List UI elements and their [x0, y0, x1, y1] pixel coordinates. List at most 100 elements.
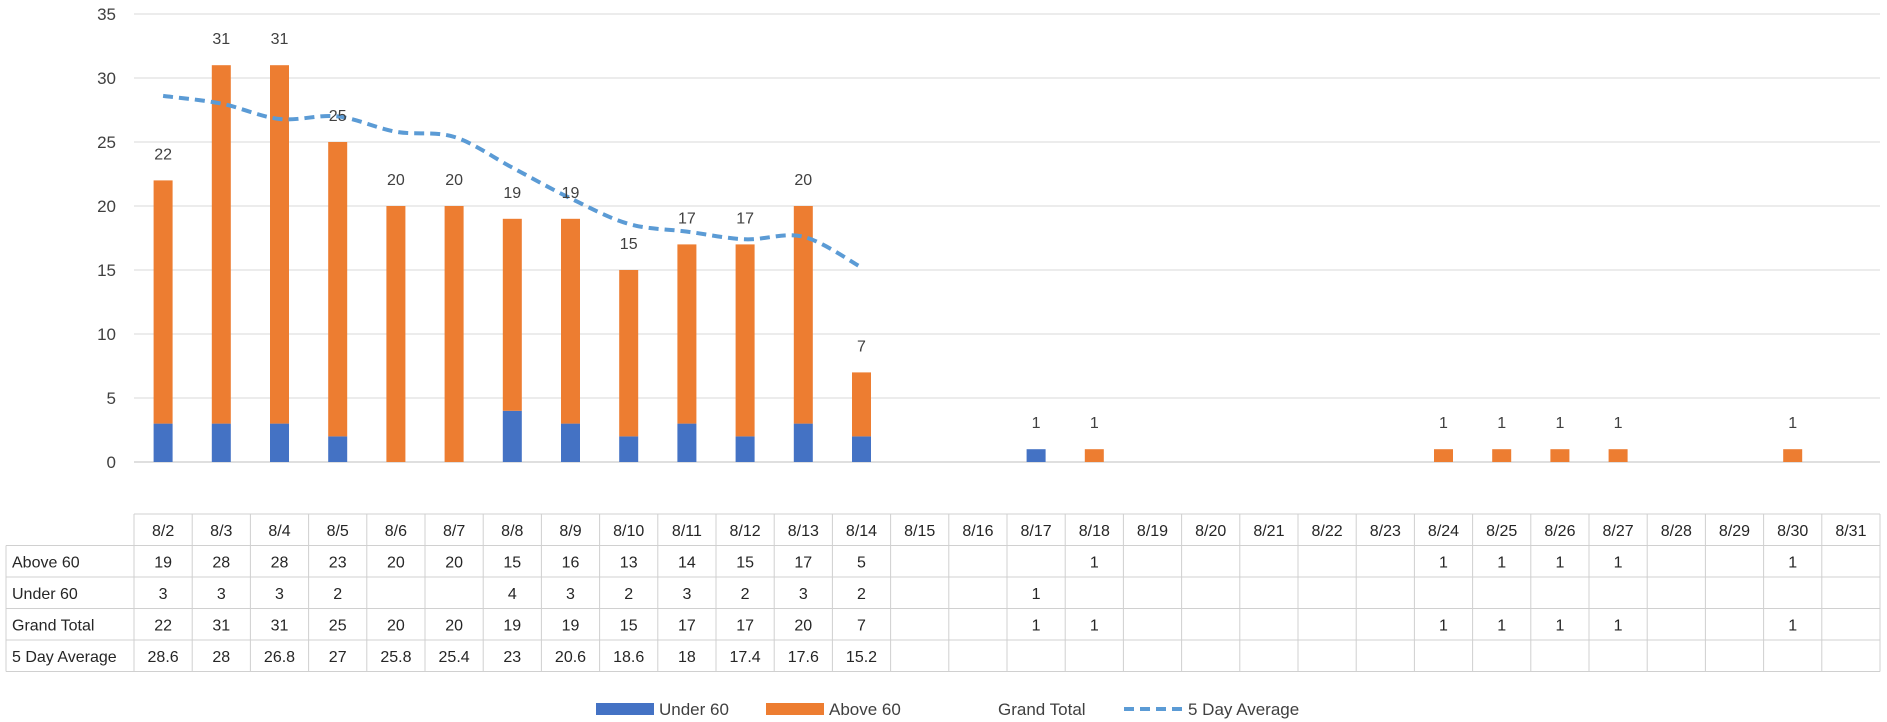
data-label-grand-total: 19 — [562, 185, 580, 202]
table-cell: 1 — [1439, 617, 1448, 634]
y-tick-label: 30 — [97, 69, 116, 88]
legend-label: Under 60 — [659, 700, 729, 719]
x-category-label: 8/12 — [730, 523, 761, 540]
legend-label: 5 Day Average — [1188, 700, 1299, 719]
table-cell: 13 — [620, 554, 638, 571]
table-cell: 15 — [503, 554, 521, 571]
bar-above-60 — [386, 206, 406, 462]
table-cell: 23 — [329, 554, 347, 571]
bar-above-60 — [619, 270, 639, 437]
x-category-label: 8/14 — [846, 523, 877, 540]
data-label-grand-total: 31 — [271, 31, 289, 48]
table-cell: 19 — [562, 617, 580, 634]
table-cell: 18.6 — [613, 649, 644, 666]
table-cell: 20.6 — [555, 649, 586, 666]
x-category-label: 8/20 — [1195, 523, 1226, 540]
bar-above-60 — [153, 180, 173, 424]
x-category-label: 8/8 — [501, 523, 523, 540]
bar-above-60 — [1608, 449, 1628, 462]
table-cell: 1 — [1090, 617, 1099, 634]
line-5-day-average — [162, 93, 863, 270]
x-category-label: 8/22 — [1312, 523, 1343, 540]
x-category-label: 8/3 — [210, 523, 232, 540]
table-cell: 17.4 — [730, 649, 761, 666]
data-label-grand-total: 19 — [503, 185, 521, 202]
table-cell: 3 — [682, 586, 691, 603]
table-cell: 3 — [275, 586, 284, 603]
bar-under-60 — [270, 423, 289, 462]
data-label-grand-total: 20 — [794, 172, 812, 189]
x-category-label: 8/19 — [1137, 523, 1168, 540]
x-category-label: 8/31 — [1835, 523, 1866, 540]
data-label-grand-total: 15 — [620, 236, 638, 253]
table-cell: 3 — [217, 586, 226, 603]
data-label-grand-total: 1 — [1032, 415, 1041, 432]
average-line — [162, 93, 863, 270]
x-category-label: 8/30 — [1777, 523, 1808, 540]
y-tick-label: 20 — [97, 197, 116, 216]
bar-under-60 — [153, 423, 173, 462]
table-cell: 1 — [1497, 554, 1506, 571]
x-category-label: 8/2 — [152, 523, 174, 540]
x-category-label: 8/17 — [1021, 523, 1052, 540]
x-category-label: 8/28 — [1661, 523, 1692, 540]
bar-above-60 — [561, 218, 580, 424]
legend-swatch-above-60 — [766, 703, 824, 715]
x-category-label: 8/23 — [1370, 523, 1401, 540]
x-category-label: 8/6 — [385, 523, 407, 540]
table-cell: 1 — [1614, 617, 1623, 634]
table-cell: 1 — [1439, 554, 1448, 571]
table-cell: 28 — [271, 554, 289, 571]
x-category-label: 8/16 — [962, 523, 993, 540]
y-tick-label: 5 — [107, 389, 116, 408]
y-tick-label: 25 — [97, 133, 116, 152]
bar-above-60 — [1434, 449, 1453, 462]
table-cell: 28 — [212, 554, 230, 571]
table-cell: 20 — [387, 554, 405, 571]
data-labels: 22 31 31 25 20 20 19 19 15 17 17 20 7 1 1 1 1 1 1 1 — [154, 31, 1797, 432]
table-row-label: Under 60 — [12, 586, 78, 603]
data-label-grand-total: 17 — [678, 210, 696, 227]
y-tick-label: 0 — [107, 453, 116, 472]
bar-under-60 — [677, 423, 697, 462]
x-category-label: 8/25 — [1486, 523, 1517, 540]
table-cell: 14 — [678, 554, 696, 571]
x-category-label: 8/11 — [672, 523, 702, 540]
x-category-label: 8/5 — [327, 523, 349, 540]
table-cell: 19 — [154, 554, 172, 571]
table-cell: 25.8 — [380, 649, 411, 666]
data-label-grand-total: 31 — [212, 31, 230, 48]
table-cell: 1 — [1555, 617, 1564, 634]
legend: Under 60 Above 60 Grand Total 5 Day Average — [596, 700, 1299, 719]
table-cell: 2 — [857, 586, 866, 603]
table-cell: 20 — [794, 617, 812, 634]
table-cell: 1 — [1032, 617, 1041, 634]
x-category-label: 8/26 — [1544, 523, 1575, 540]
x-category-label: 8/7 — [443, 523, 465, 540]
table-cell: 22 — [154, 617, 172, 634]
table-cell: 26.8 — [264, 649, 295, 666]
x-category-label: 8/15 — [904, 523, 935, 540]
table-cell: 27 — [329, 649, 347, 666]
data-label-grand-total: 7 — [857, 338, 866, 355]
x-category-label: 8/24 — [1428, 523, 1459, 540]
table-row-label: Grand Total — [12, 617, 94, 634]
bar-under-60 — [735, 436, 755, 462]
table-cell: 17 — [794, 554, 812, 571]
table-cell: 4 — [508, 586, 517, 603]
table-cell: 2 — [741, 586, 750, 603]
table-cell: 3 — [566, 586, 575, 603]
x-category-label: 8/21 — [1253, 523, 1284, 540]
data-label-grand-total: 25 — [329, 108, 347, 125]
table-row-label: 5 Day Average — [12, 649, 117, 666]
legend-swatch-under-60 — [596, 703, 654, 715]
x-category-label: 8/27 — [1603, 523, 1634, 540]
table-cell: 19 — [503, 617, 521, 634]
data-label-grand-total: 20 — [445, 172, 463, 189]
data-label-grand-total: 1 — [1614, 415, 1623, 432]
bar-above-60 — [444, 206, 464, 462]
bar-above-60 — [852, 372, 871, 437]
bar-above-60 — [328, 142, 348, 437]
